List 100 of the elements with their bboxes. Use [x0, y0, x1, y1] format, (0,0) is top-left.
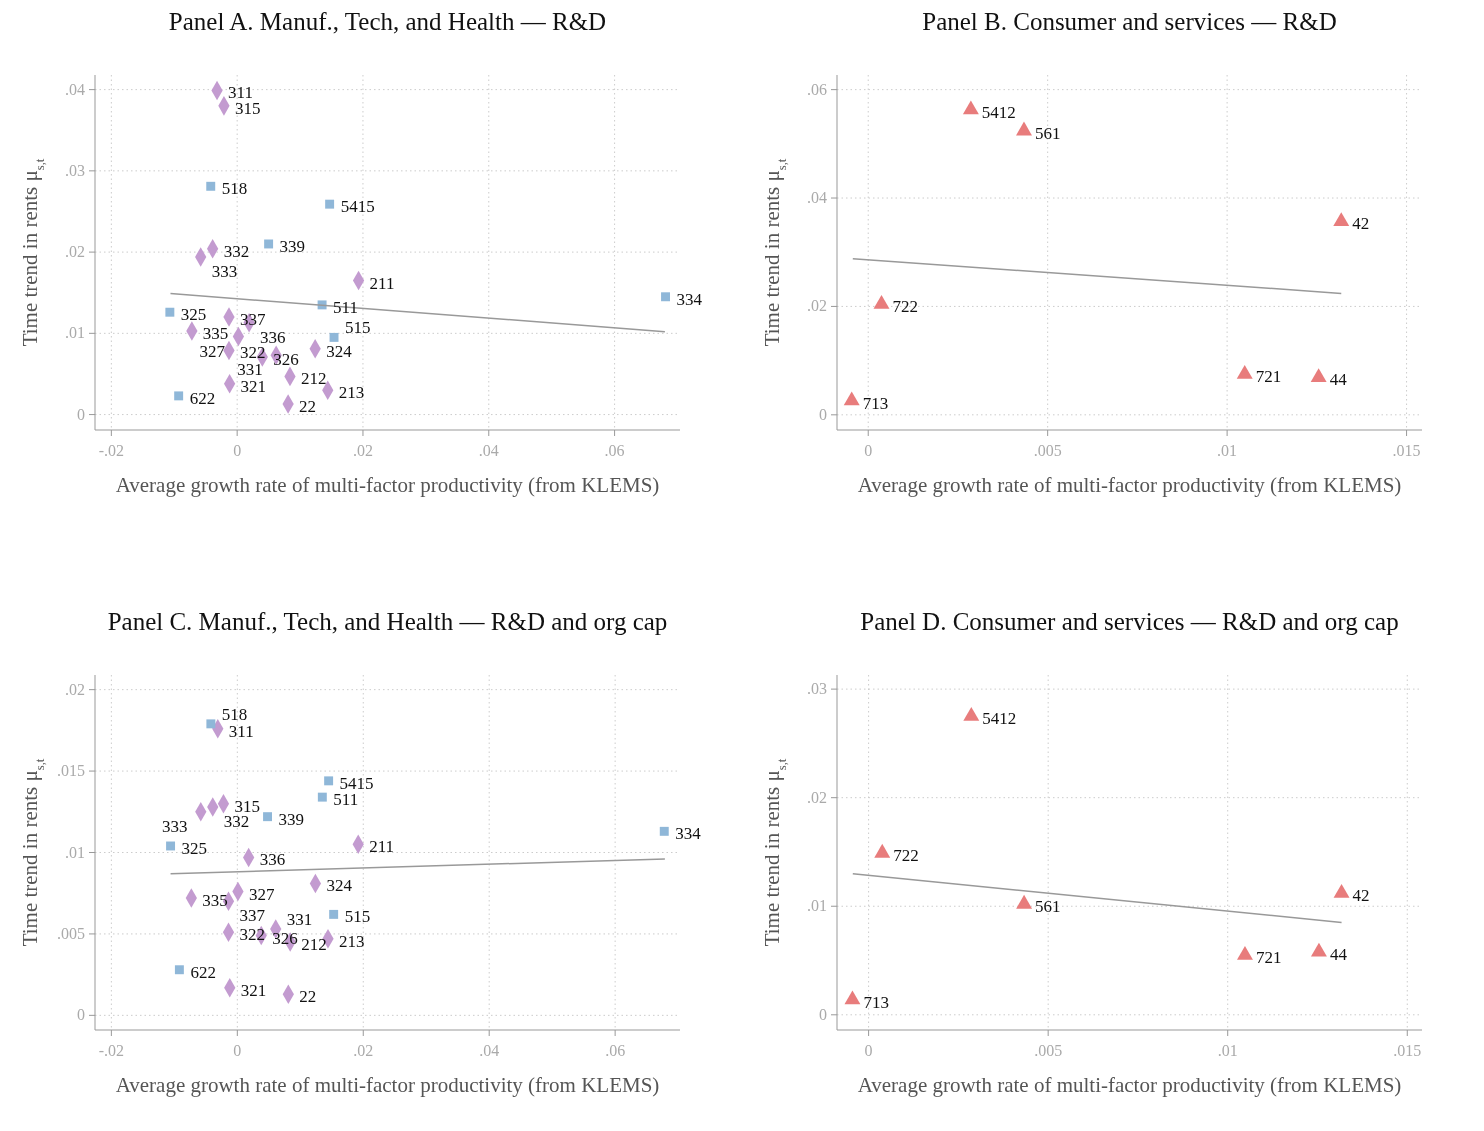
x-tick-label: .015 — [1393, 1042, 1422, 1059]
x-tick-label: 0 — [864, 1042, 873, 1059]
annotation: 333 — [211, 261, 238, 281]
annotation: 721 — [1255, 367, 1282, 387]
point — [1310, 942, 1327, 957]
y-tick-label: 0 — [819, 1005, 827, 1023]
annotation: 333 — [161, 816, 188, 836]
point — [263, 812, 273, 822]
x-tick-label: .005 — [1034, 1042, 1063, 1059]
annotation: 326 — [272, 928, 298, 948]
point — [873, 295, 890, 309]
point — [962, 100, 979, 115]
annotation: 511 — [333, 790, 359, 810]
annotation: 324 — [326, 341, 353, 361]
y-tick-label: .02 — [65, 680, 85, 698]
annotation: 327 — [199, 341, 226, 361]
y-tick-label: .02 — [807, 788, 827, 806]
annotation: 518 — [221, 704, 248, 724]
annotation: 561 — [1035, 897, 1061, 917]
annotation: 211 — [369, 273, 395, 293]
annotation: 334 — [675, 824, 702, 844]
annotation: 515 — [345, 318, 371, 338]
point — [324, 776, 334, 786]
x-tick-label: .01 — [1217, 1042, 1238, 1059]
x-tick-label: .005 — [1033, 442, 1062, 459]
annotation: 5415 — [339, 773, 374, 793]
annotation: 5412 — [981, 102, 1016, 122]
x-tick-label: 0 — [233, 442, 242, 459]
annotation: 326 — [273, 349, 299, 369]
x-tick-label: 0 — [233, 1042, 242, 1059]
point — [659, 826, 669, 836]
x-tick-label: .04 — [478, 442, 499, 459]
annotation: 325 — [181, 838, 208, 858]
annotation: 335 — [202, 323, 229, 343]
annotation: 332 — [223, 241, 250, 261]
annotation: 327 — [248, 884, 275, 904]
point — [325, 199, 335, 209]
point — [166, 841, 176, 851]
annotation: 511 — [333, 297, 358, 317]
annotation: 213 — [338, 931, 365, 951]
annotation: 211 — [369, 837, 395, 857]
annotation: 331 — [286, 910, 313, 930]
y-tick-label: .04 — [65, 80, 85, 98]
point — [206, 719, 216, 729]
annotation: 44 — [1329, 944, 1348, 964]
point — [317, 792, 327, 802]
annotation: 212 — [301, 369, 327, 389]
x-tick-label: .015 — [1392, 442, 1421, 459]
y-tick-label: .01 — [65, 843, 85, 861]
annotation: 5412 — [982, 709, 1017, 729]
point — [1333, 884, 1350, 898]
annotation: 335 — [202, 891, 228, 911]
x-tick-label: .06 — [604, 442, 625, 459]
x-tick-label: .02 — [352, 442, 373, 459]
chart-title: Panel B. Consumer and services — R&D — [922, 8, 1337, 35]
point — [174, 391, 184, 401]
x-tick-label: 0 — [864, 442, 873, 459]
annotation: 22 — [299, 987, 317, 1007]
point — [874, 843, 891, 858]
x-axis-title: Average growth rate of multi-factor productivity (from KLEMS) — [115, 1073, 660, 1097]
y-tick-label: .03 — [65, 161, 85, 179]
annotation: 42 — [1352, 214, 1370, 234]
chart-title: Panel C. Manuf., Tech, and Health — R&D and org cap — [107, 608, 668, 635]
annotation: 213 — [338, 383, 365, 403]
annotation: 622 — [189, 388, 216, 408]
point — [843, 391, 860, 406]
point — [329, 909, 339, 919]
annotation: 336 — [259, 850, 286, 870]
y-tick-label: .01 — [65, 324, 85, 342]
annotation: 722 — [893, 846, 919, 866]
point — [1236, 364, 1253, 379]
annotation: 325 — [180, 305, 207, 325]
annotation: 721 — [1255, 948, 1282, 968]
annotation: 321 — [240, 980, 267, 1000]
point — [1310, 368, 1327, 383]
annotation: 722 — [892, 297, 918, 317]
point — [329, 332, 339, 342]
point — [1016, 121, 1032, 136]
annotation: 44 — [1329, 370, 1348, 390]
x-tick-label: .01 — [1217, 442, 1238, 459]
point — [206, 181, 216, 191]
annotation: 713 — [863, 992, 889, 1012]
x-axis-title: Average growth rate of multi-factor productivity (from KLEMS) — [857, 1073, 1402, 1097]
annotation: 324 — [326, 876, 353, 896]
point — [963, 707, 980, 721]
point — [1016, 894, 1033, 909]
chart-title: Panel D. Consumer and services — R&D and org cap — [860, 608, 1399, 635]
annotation: 212 — [301, 935, 327, 955]
annotation: 337 — [239, 310, 266, 330]
point — [1236, 945, 1253, 960]
annotation: 339 — [278, 809, 305, 829]
point — [661, 292, 670, 302]
y-tick-label: .015 — [57, 762, 85, 780]
x-tick-label: .02 — [353, 1042, 374, 1059]
point — [844, 990, 861, 1005]
x-tick-label: .06 — [605, 1042, 626, 1059]
y-tick-label: .02 — [65, 243, 85, 261]
x-tick-label: .04 — [479, 1042, 500, 1059]
x-axis-title: Average growth rate of multi-factor productivity (from KLEMS) — [115, 473, 660, 497]
annotation: 5415 — [340, 197, 375, 217]
